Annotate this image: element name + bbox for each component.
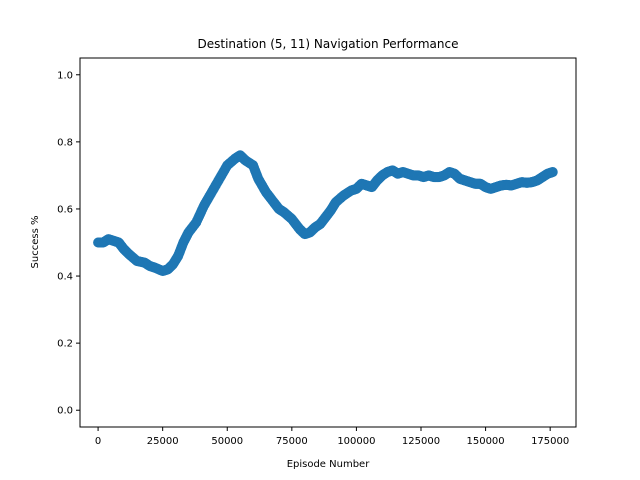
x-tick-label: 25000 [147, 436, 179, 447]
x-tick-label: 75000 [276, 436, 308, 447]
plot-frame [79, 57, 577, 428]
y-axis: 0.0 0.2 0.4 0.6 0.8 1.0 [57, 70, 80, 417]
data-point-marker [547, 167, 558, 178]
chart-title: Destination (5, 11) Navigation Performan… [198, 37, 459, 51]
x-tick-label: 100000 [337, 436, 375, 447]
x-axis: 0 25000 50000 75000 100000 125000 150000 175000 [95, 427, 569, 447]
x-tick-label: 125000 [402, 436, 440, 447]
y-tick-label: 0.8 [57, 137, 73, 148]
y-tick-label: 0.0 [57, 406, 73, 417]
y-tick-label: 0.6 [57, 204, 73, 215]
x-tick-label: 0 [95, 436, 101, 447]
series-layer [93, 150, 558, 277]
y-tick-label: 0.4 [57, 272, 73, 283]
series-points [93, 150, 558, 277]
y-tick-label: 0.2 [57, 339, 73, 350]
y-tick-label: 1.0 [57, 70, 73, 81]
x-tick-label: 150000 [466, 436, 504, 447]
x-tick-label: 50000 [211, 436, 243, 447]
y-axis-label: Success % [30, 216, 41, 269]
x-tick-label: 175000 [531, 436, 569, 447]
x-axis-label: Episode Number [287, 459, 371, 470]
